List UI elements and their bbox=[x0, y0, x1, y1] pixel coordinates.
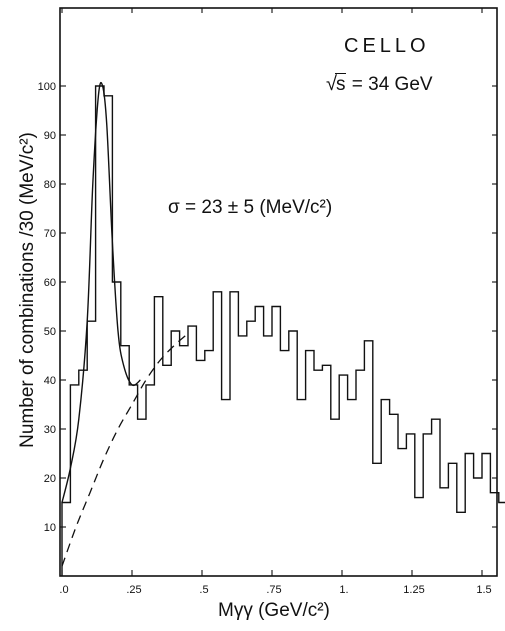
x-tick-label: .5 bbox=[199, 584, 208, 596]
histogram-series bbox=[61, 85, 505, 576]
x-tick-label: 1.5 bbox=[476, 584, 491, 596]
y-tick-label: 80 bbox=[44, 179, 56, 191]
y-axis-label: Number of combinations /30 (MeV/c²) bbox=[17, 132, 38, 448]
y-tick-label: 100 bbox=[38, 81, 56, 93]
experiment-label: CELLO bbox=[344, 35, 430, 57]
x-tick-label: .25 bbox=[126, 584, 141, 596]
x-tick-label: 1.25 bbox=[403, 584, 424, 596]
energy-label: √s = 34 GeV bbox=[326, 73, 433, 96]
y-tick-label: 20 bbox=[44, 473, 56, 485]
y-tick-label: 70 bbox=[44, 228, 56, 240]
x-tick-label: 1. bbox=[339, 584, 348, 596]
plot-frame bbox=[59, 7, 498, 577]
y-tick-label: 10 bbox=[44, 522, 56, 534]
y-tick-label: 90 bbox=[44, 130, 56, 142]
y-tick-label: 40 bbox=[44, 375, 56, 387]
fit-curve bbox=[61, 81, 141, 503]
x-axis-label: Mγγ (GeV/c²) bbox=[218, 600, 330, 621]
y-tick-label: 50 bbox=[44, 326, 56, 338]
y-tick-label: 60 bbox=[44, 277, 56, 289]
axis-ticks: 10 20 30 40 50 60 70 80 90 100 .0 .25 .5 .75 1. 1.25 1.5 bbox=[38, 8, 497, 596]
x-tick-label: .0 bbox=[59, 584, 68, 596]
y-tick-label: 30 bbox=[44, 424, 56, 436]
sqrt-var: s bbox=[334, 73, 347, 95]
x-tick-label: .75 bbox=[266, 584, 281, 596]
sqrt-symbol: √ bbox=[326, 73, 337, 95]
resolution-label: σ = 23 ± 5 (MeV/c²) bbox=[168, 197, 333, 218]
background-curve bbox=[61, 335, 186, 567]
energy-value: = 34 GeV bbox=[351, 74, 433, 95]
